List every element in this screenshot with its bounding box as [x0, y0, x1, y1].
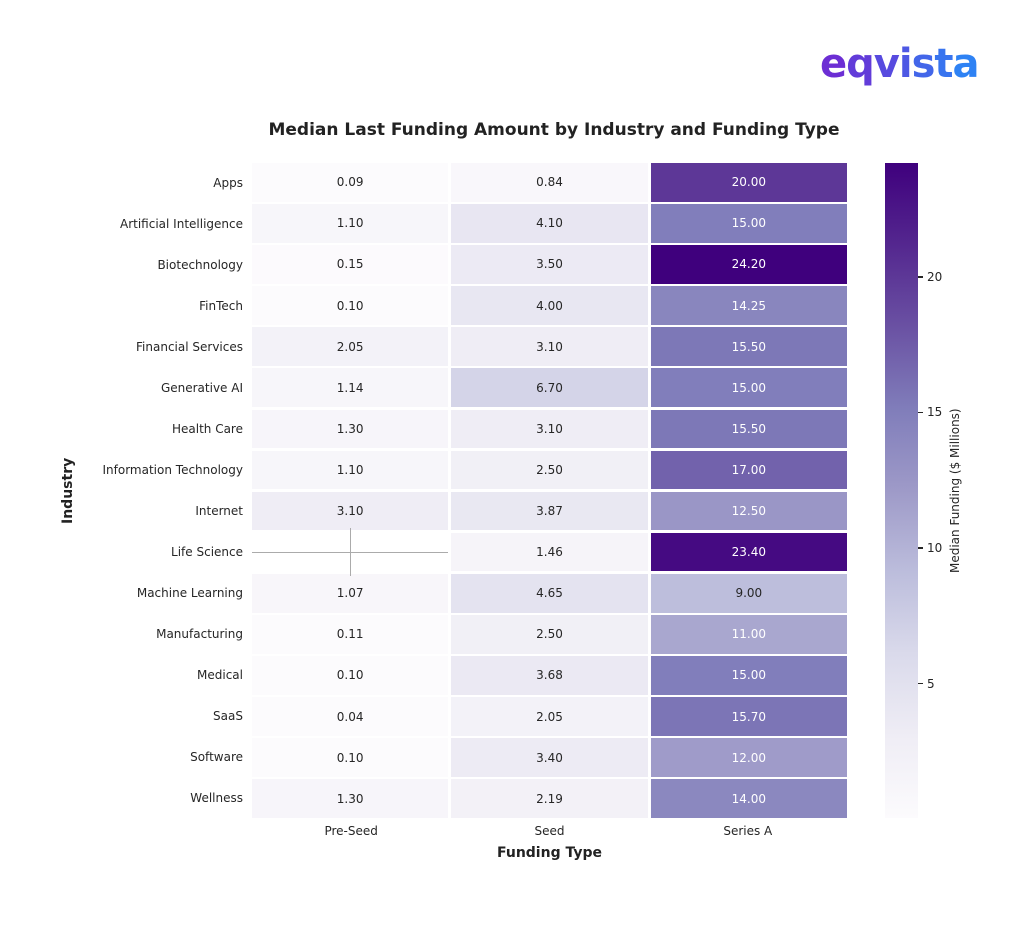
- heatmap-cell: 1.10: [252, 204, 449, 243]
- heatmap-cell: 9.00: [650, 573, 847, 613]
- heatmap-cell: 4.65: [451, 573, 648, 613]
- heatmap-cell: 1.07: [252, 573, 449, 613]
- heatmap-grid: 0.09 0.84 20.00 1.10 4.10 15.00 0.15 3.50 24.20 0…: [252, 163, 847, 818]
- heatmap-cell: 0.09: [252, 163, 449, 202]
- y-axis-tick-label: Generative AI: [160, 381, 243, 396]
- heatmap-cell: 4.10: [451, 204, 648, 243]
- heatmap-cell: 24.20: [650, 245, 847, 284]
- y-axis-tick-label: Manufacturing: [156, 626, 243, 641]
- y-axis-tick-label: Artificial Intelligence: [120, 217, 243, 232]
- heatmap-cell: 12.50: [650, 491, 847, 531]
- x-axis-title: Funding Type: [496, 845, 602, 861]
- eqvista-logo: eqvista: [820, 44, 980, 84]
- heatmap-cell: 11.00: [650, 615, 847, 654]
- heatmap-cell: 3.10: [451, 409, 648, 449]
- heatmap-cell: 0.15: [252, 245, 449, 284]
- colorbar-tick-label: 20: [927, 269, 943, 284]
- heatmap-cell: 20.00: [650, 163, 847, 202]
- heatmap-cell: 3.40: [451, 738, 648, 777]
- heatmap-cell: 15.00: [650, 204, 847, 243]
- heatmap-cell: 3.68: [451, 656, 648, 695]
- x-axis-tick-labels: Pre-Seed Seed Series A: [252, 824, 847, 838]
- heatmap-cell: 2.19: [451, 779, 648, 818]
- heatmap-cell: 2.05: [252, 327, 449, 366]
- logo-letter: s: [911, 41, 936, 87]
- heatmap-cell: 14.00: [650, 779, 847, 818]
- colorbar-label: Median Funding ($ Millions): [948, 408, 962, 573]
- y-axis-tick-label: Life Science: [171, 544, 243, 559]
- colorbar-tick-mark: [918, 276, 923, 278]
- colorbar-tick: 20: [918, 270, 942, 284]
- heatmap-cell: 0.04: [252, 697, 449, 736]
- x-axis-tick-label: Series A: [723, 824, 773, 838]
- y-axis-tick-label: Internet: [195, 503, 243, 518]
- logo-letter: i: [898, 41, 913, 87]
- heatmap-cell: 17.00: [650, 450, 847, 490]
- heatmap-cell: 2.50: [451, 450, 648, 490]
- heatmap-cell: 2.05: [451, 697, 648, 736]
- heatmap-cell: 14.25: [650, 286, 847, 325]
- missing-data-vline: [350, 527, 352, 577]
- y-axis-tick-label: FinTech: [199, 299, 243, 314]
- heatmap-cell: 1.30: [252, 779, 449, 818]
- logo-letter: v: [873, 41, 900, 87]
- y-axis-tick-label: Apps: [213, 176, 243, 191]
- y-axis-tick-label: Health Care: [171, 422, 243, 437]
- heatmap-cell: [252, 527, 449, 577]
- heatmap-cell: 0.10: [252, 738, 449, 777]
- heatmap-cell: 2.50: [451, 615, 648, 654]
- logo-letter: t: [934, 41, 953, 87]
- heatmap-cell: 3.87: [451, 491, 648, 531]
- heatmap-cell: 4.00: [451, 286, 648, 325]
- colorbar-tick-mark: [918, 411, 923, 414]
- heatmap-cell: 1.10: [252, 450, 449, 490]
- y-axis-tick-label: Machine Learning: [136, 585, 243, 600]
- logo-letter: q: [846, 41, 875, 87]
- heatmap-cell: 0.10: [252, 656, 449, 695]
- x-axis-tick-label: Pre-Seed: [324, 824, 378, 838]
- chart-title: Median Last Funding Amount by Industry a…: [268, 120, 840, 140]
- y-axis-tick-labels: Apps Artificial Intelligence Biotechnology…: [0, 163, 244, 818]
- heatmap-cell: 1.30: [252, 409, 449, 449]
- heatmap-cell: 0.11: [252, 615, 449, 654]
- logo-letter: e: [820, 41, 847, 87]
- heatmap-cell: 23.40: [650, 532, 847, 572]
- heatmap-cell: 15.50: [650, 327, 847, 366]
- y-axis-tick-label: Biotechnology: [157, 258, 243, 273]
- heatmap-cell: 15.70: [650, 697, 847, 736]
- heatmap-cell: 6.70: [451, 368, 648, 408]
- colorbar-tick-label: 5: [927, 676, 935, 691]
- heatmap-cell: 1.46: [451, 532, 648, 572]
- y-axis-tick-label: Financial Services: [136, 340, 243, 355]
- heatmap-cell: 3.10: [451, 327, 648, 366]
- heatmap-cell: 0.10: [252, 286, 449, 325]
- colorbar: 5 10 15 20: [885, 163, 942, 818]
- colorbar-tick: 10: [918, 541, 942, 555]
- y-axis-tick-label: SaaS: [213, 708, 243, 723]
- colorbar-tick-label: 10: [927, 540, 943, 555]
- y-axis-tick-label: Wellness: [190, 790, 243, 805]
- heatmap-cell: 15.50: [650, 409, 847, 449]
- colorbar-tick-mark: [918, 682, 923, 685]
- heatmap-cell: 12.00: [650, 738, 847, 777]
- heatmap-cell: 0.84: [451, 163, 648, 202]
- y-axis-tick-label: Software: [190, 749, 243, 764]
- colorbar-tick-label: 15: [927, 405, 943, 420]
- colorbar-tick: 5: [918, 677, 935, 691]
- logo-letter: a: [952, 41, 980, 87]
- heatmap-cell: 3.50: [451, 245, 648, 284]
- colorbar-tick-mark: [918, 547, 923, 549]
- y-axis-tick-label: Medical: [197, 667, 243, 682]
- heatmap-cell: 15.00: [650, 368, 847, 408]
- heatmap-cell: 3.10: [252, 491, 449, 531]
- y-axis-tick-label: Information Technology: [102, 463, 244, 478]
- colorbar-tick: 15: [918, 405, 942, 419]
- heatmap-cell: 1.14: [252, 368, 449, 408]
- x-axis-tick-label: Seed: [534, 824, 565, 838]
- heatmap-cell: 15.00: [650, 656, 847, 695]
